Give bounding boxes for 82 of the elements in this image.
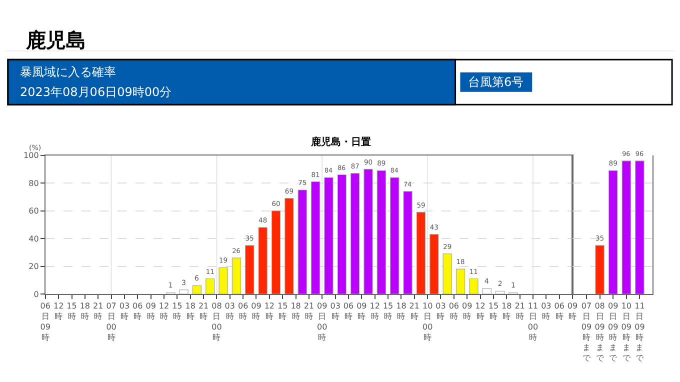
bar xyxy=(298,190,307,294)
x-tick-label: 03時 xyxy=(119,302,130,322)
x-tick-label: 15時 xyxy=(488,302,499,322)
y-tick-label: 100 xyxy=(24,151,39,160)
x-tick-label: 11日09時まで xyxy=(634,302,645,363)
x-tick-label: 03時 xyxy=(224,302,235,322)
x-tick-label: 12時 xyxy=(53,302,64,322)
x-tick-label: 03時 xyxy=(330,302,340,322)
bar xyxy=(337,174,346,294)
x-tick-label: 12時 xyxy=(264,302,275,322)
x-tick-label: 06時 xyxy=(343,302,354,322)
bar xyxy=(324,177,334,294)
bar xyxy=(403,191,412,294)
x-tick-label: 15時 xyxy=(382,302,394,322)
bar xyxy=(206,278,215,294)
x-tick-label: 09日00時 xyxy=(317,302,328,342)
x-tick-label: 06時 xyxy=(448,302,460,322)
x-tick-label: 12時 xyxy=(158,302,170,322)
x-tick-label: 09時 xyxy=(567,302,578,322)
bar xyxy=(495,290,505,294)
bar xyxy=(258,227,268,294)
x-tick-label: 06時 xyxy=(238,302,248,322)
text: 鹿児島 xyxy=(25,28,86,52)
x-tick-label: 03時 xyxy=(436,302,446,322)
y-tick-label: 60 xyxy=(28,206,39,216)
x-tick-label: 09日09時まで xyxy=(608,302,618,363)
y-tick-label: 80 xyxy=(28,178,39,188)
y-tick-label: 0 xyxy=(34,290,39,299)
x-tick-label: 18時 xyxy=(80,302,90,322)
bar xyxy=(482,288,492,294)
bar xyxy=(442,253,452,294)
bar xyxy=(350,173,360,294)
x-tick-label: 06日09時 xyxy=(40,302,50,342)
x-tick-label: 21時 xyxy=(198,302,209,322)
bar xyxy=(232,258,242,294)
x-tick-label: 18時 xyxy=(185,302,196,322)
bar xyxy=(218,267,228,294)
x-tick-label: 09時 xyxy=(462,302,472,322)
x-tick-label: 21時 xyxy=(304,302,314,322)
x-tick-label: 09時 xyxy=(356,302,367,322)
x-tick-label: 07日09時まで xyxy=(581,302,592,363)
bar xyxy=(364,168,373,294)
x-tick-label: 10日00時 xyxy=(422,302,433,342)
x-tick-label: 18時 xyxy=(290,302,301,322)
x-tick-label: 03時 xyxy=(541,302,552,322)
x-tick-label: 21時 xyxy=(93,302,104,322)
bar xyxy=(456,268,466,294)
x-tick-label: 06時 xyxy=(132,302,143,322)
x-tick-label: 08日00時 xyxy=(212,302,222,342)
x-tick-label: 08日09時まで xyxy=(594,302,605,363)
x-tick-label: 18時 xyxy=(502,302,512,322)
y-tick-label: 40 xyxy=(28,234,39,244)
x-tick-label: 12時 xyxy=(475,302,486,322)
text: 暴風域に入る確率 xyxy=(20,65,116,79)
x-tick-label: 09時 xyxy=(146,302,156,322)
bar xyxy=(390,177,400,294)
bar xyxy=(245,245,254,294)
x-tick-label: 11日00時 xyxy=(528,302,538,342)
bar xyxy=(310,181,320,294)
x-tick-label: 10日09時まで xyxy=(621,302,632,363)
x-tick-label: 15時 xyxy=(66,302,77,322)
x-tick-label: 09時 xyxy=(251,302,262,322)
x-tick-label: 15時 xyxy=(278,302,288,322)
x-tick-label: 12時 xyxy=(370,302,380,322)
y-tick-label: 20 xyxy=(28,262,39,272)
x-tick-label: 07日00時 xyxy=(106,302,116,342)
x-tick-label: 18時 xyxy=(396,302,406,322)
bar xyxy=(192,285,202,294)
x-tick-label: 06時 xyxy=(554,302,564,322)
bar xyxy=(284,198,294,294)
x-tick-label: 15時 xyxy=(172,302,182,322)
bar xyxy=(416,212,426,294)
text: 台風第6号 xyxy=(468,75,524,89)
bar xyxy=(271,210,281,294)
bar xyxy=(376,170,386,294)
x-tick-label: 21時 xyxy=(514,302,525,322)
text: 2023年08月06日09時00分 xyxy=(20,85,172,99)
bar xyxy=(179,290,188,294)
chart-title: 鹿児島・日置 xyxy=(310,136,371,148)
x-tick-label: 21時 xyxy=(409,302,420,322)
bar xyxy=(430,234,439,294)
bar xyxy=(469,278,478,294)
